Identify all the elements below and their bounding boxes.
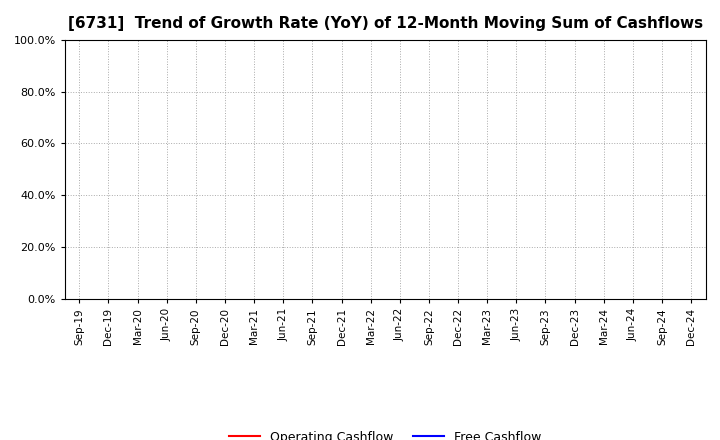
Legend: Operating Cashflow, Free Cashflow: Operating Cashflow, Free Cashflow (224, 426, 546, 440)
Title: [6731]  Trend of Growth Rate (YoY) of 12-Month Moving Sum of Cashflows: [6731] Trend of Growth Rate (YoY) of 12-… (68, 16, 703, 32)
